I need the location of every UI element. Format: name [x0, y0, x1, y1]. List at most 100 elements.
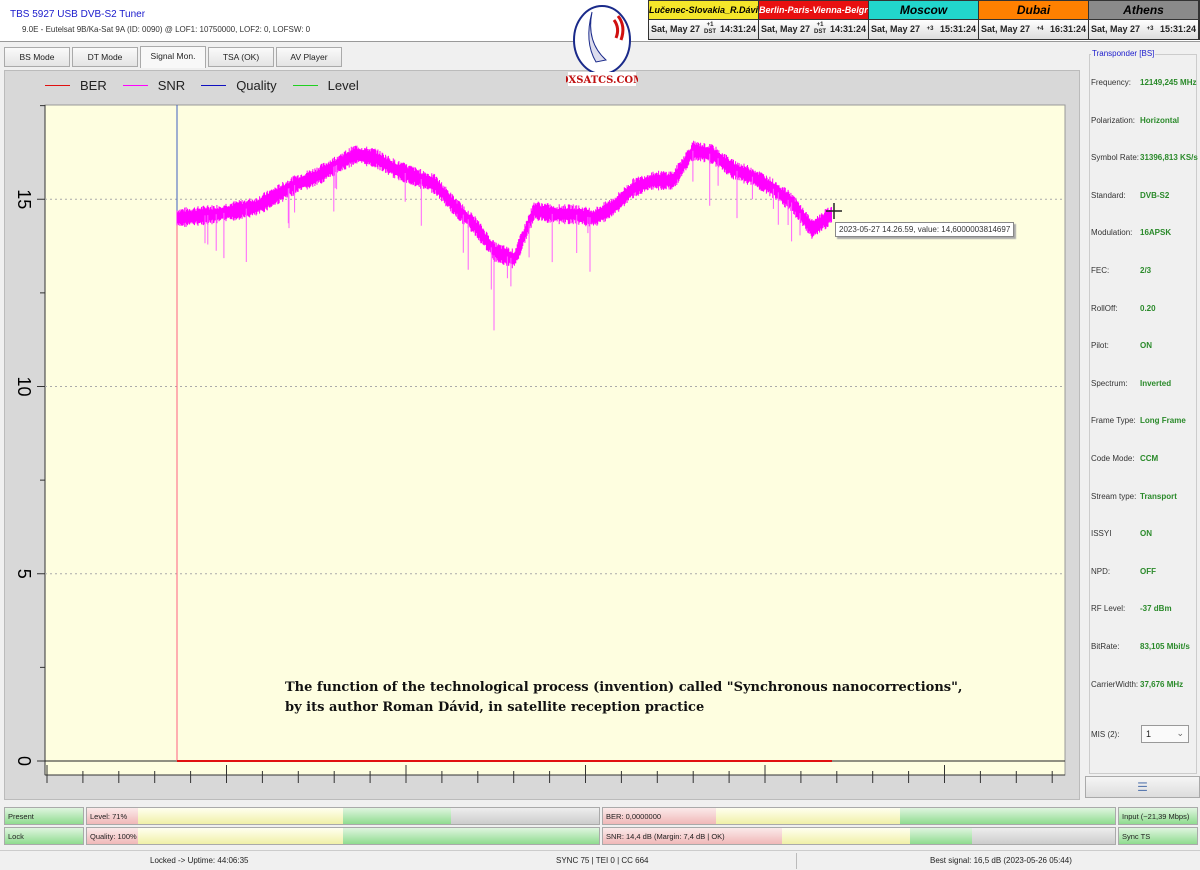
field-value: 0.20	[1140, 303, 1156, 313]
y-tick-label: 0	[14, 756, 34, 766]
signal-chart: 0 5 10 15	[14, 104, 1066, 783]
field-value: 2/3	[1140, 266, 1152, 275]
list-icon: ☰	[1137, 780, 1148, 794]
field-value: -37 dBm	[1140, 604, 1172, 614]
quality-meter: Quality: 100%	[86, 827, 600, 845]
sync-ts-indicator: Sync TS	[1118, 827, 1198, 845]
clock-offset: +1	[706, 22, 714, 29]
clock-offset-group: +1 DST	[810, 20, 830, 38]
present-indicator: Present	[4, 807, 84, 825]
field-value: ON	[1140, 341, 1152, 351]
tab-signal-mon[interactable]: Signal Mon.	[140, 46, 206, 68]
mis-select[interactable]: 1 ⌄	[1141, 725, 1189, 743]
field-label: Frame Type:	[1091, 416, 1136, 426]
satellite-info: 9.0E - Eutelsat 9B/Ka-Sat 9A (ID: 0090) …	[22, 25, 311, 34]
field-value: Transport	[1140, 491, 1177, 501]
y-tick-label: 15	[14, 189, 34, 209]
clock-offset: +1	[816, 22, 824, 29]
clock-city: Athens	[1089, 1, 1198, 20]
clock-offset-group: +3	[920, 20, 940, 38]
field-value: Long Frame	[1140, 416, 1186, 426]
app-title: TBS 5927 USB DVB-S2 Tuner	[10, 9, 146, 20]
field-value: DVB-S2	[1140, 190, 1170, 200]
tab-tsa[interactable]: TSA (OK)	[208, 47, 274, 67]
field-label: CarrierWidth:	[1091, 679, 1139, 689]
legend-ber: BER	[45, 78, 107, 93]
field-label: FEC:	[1091, 266, 1110, 275]
transponder-panel: Transponder [BS] Frequency: 12149,245 MHz…	[1085, 46, 1200, 798]
clock-date: Sat, May 27	[871, 24, 921, 35]
clock-time: 14:31:24	[719, 24, 756, 35]
dxsatcs-logo: DXSATCS.COM	[566, 5, 638, 86]
world-clocks: Lučenec-Slovakia_R.Dávid Sat, May 27 +1 DS…	[648, 0, 1200, 40]
clock-2: Moscow Sat, May 27 +3 15:31:24	[869, 1, 979, 39]
chart-caption: The function of the technological proces…	[285, 678, 962, 718]
clock-date: Sat, May 27	[651, 24, 701, 35]
crosshair-cursor	[826, 203, 842, 219]
clock-city: Dubai	[979, 1, 1088, 20]
clock-0: Lučenec-Slovakia_R.Dávid Sat, May 27 +1 DS…	[649, 1, 759, 39]
field-value: Inverted	[1140, 378, 1172, 388]
clock-1: Berlin-Paris-Vienna-Belgrade Sat, May 27…	[759, 1, 869, 39]
legend-swatch	[292, 85, 318, 86]
best-signal-status: Best signal: 16,5 dB (2023-05-26 05:44)	[930, 856, 1072, 865]
clock-offset-group: +4	[1030, 20, 1050, 38]
tab-dt-mode[interactable]: DT Mode	[72, 47, 138, 67]
field-value: ON	[1140, 529, 1152, 539]
mis-label: MIS (2):	[1091, 730, 1120, 739]
clock-dst: DST	[814, 29, 826, 36]
field-label: NPD:	[1091, 566, 1111, 576]
level-meter: Level: 71%	[86, 807, 600, 825]
field-value: 31396,813 KS/s	[1140, 153, 1198, 163]
lock-indicator: Lock	[4, 827, 84, 845]
y-tick-label: 5	[14, 569, 34, 579]
svg-text:DXSATCS.COM: DXSATCS.COM	[566, 75, 638, 86]
field-label: RollOff:	[1091, 303, 1118, 313]
list-view-button[interactable]: ☰	[1085, 776, 1200, 798]
field-label: BitRate:	[1091, 642, 1120, 651]
tab-av-player[interactable]: AV Player	[276, 47, 342, 67]
field-label: Polarization:	[1091, 115, 1136, 125]
clock-offset-group: +3	[1140, 20, 1160, 38]
legend-level: Level	[292, 78, 359, 93]
field-value: 37,676 MHz	[1140, 679, 1184, 689]
legend-snr: SNR	[122, 78, 185, 93]
legend-swatch	[122, 85, 148, 86]
clock-date: Sat, May 27	[761, 24, 811, 35]
clock-offset: +4	[1036, 25, 1044, 32]
y-tick-label: 10	[14, 376, 34, 396]
caption-line-2: by its author Roman Dávid, in satellite …	[285, 700, 705, 715]
field-value: 83,105 Mbit/s	[1140, 642, 1190, 651]
field-value: Horizontal	[1140, 115, 1180, 125]
clock-time: 15:31:24	[939, 24, 976, 35]
plot-area	[44, 104, 1066, 776]
field-label: Frequency:	[1091, 78, 1132, 87]
clock-city: Moscow	[869, 1, 978, 20]
legend-swatch	[45, 85, 70, 86]
chevron-down-icon: ⌄	[1176, 728, 1184, 738]
clock-time: 16:31:24	[1049, 24, 1086, 35]
clock-time: 14:31:24	[829, 24, 866, 35]
field-value: 16APSK	[1140, 228, 1172, 238]
clock-date: Sat, May 27	[981, 24, 1031, 35]
field-label: Standard:	[1091, 190, 1126, 200]
clock-dst: DST	[704, 29, 716, 36]
chart-tooltip: 2023-05-27 14.26.59, value: 14,600000381…	[835, 222, 1015, 237]
clock-city: Berlin-Paris-Vienna-Belgrade	[759, 1, 868, 20]
legend-quality: Quality	[201, 78, 277, 93]
field-label: Code Mode:	[1091, 454, 1135, 463]
clock-offset: +3	[1146, 25, 1154, 32]
sync-status: SYNC 75 | TEI 0 | CC 664	[556, 856, 649, 865]
snr-spikes	[204, 150, 801, 331]
field-label: Pilot:	[1091, 341, 1109, 351]
clock-city: Lučenec-Slovakia_R.Dávid	[649, 1, 758, 20]
tab-bs-mode[interactable]: BS Mode	[4, 47, 70, 67]
chart-legend: BER SNR Quality Level	[45, 78, 359, 93]
field-value: CCM	[1140, 454, 1159, 463]
input-indicator: Input (~21,39 Mbps)	[1118, 807, 1198, 825]
clock-4: Athens Sat, May 27 +3 15:31:24	[1089, 1, 1199, 39]
legend-swatch	[201, 85, 227, 86]
caption-line-1: The function of the technological proces…	[285, 680, 963, 695]
field-label: Stream type:	[1091, 491, 1137, 501]
field-label: RF Level:	[1091, 604, 1126, 614]
